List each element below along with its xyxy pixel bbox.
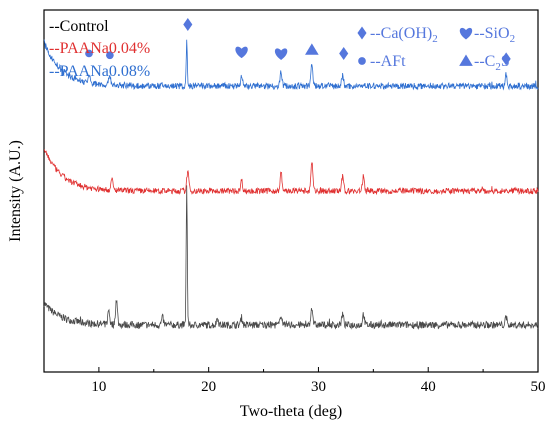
peak-marker-diamond-6	[339, 46, 349, 60]
legend-entry-paana004: --PAANa0.04%	[49, 40, 150, 57]
series-line-1	[44, 149, 539, 196]
phase-legend-label-0: --Ca(OH)2	[370, 25, 438, 45]
x-tick-label-40: 40	[421, 379, 436, 395]
phase-legend-label-3: --C2S	[474, 53, 510, 73]
peak-marker-heart-3	[235, 46, 248, 59]
peak-marker-heart-4	[274, 48, 288, 60]
x-tick-label-30: 30	[311, 379, 326, 395]
x-axis-title: Two-theta (deg)	[240, 403, 342, 420]
phase-legend-circle-icon	[358, 57, 366, 65]
phase-legend-label-1: --SiO2	[474, 25, 515, 45]
y-axis-title: Intensity (A.U.)	[7, 140, 24, 242]
x-tick-label-20: 20	[201, 379, 216, 395]
peak-marker-triangle-5	[305, 43, 319, 55]
phase-legend-heart-icon	[459, 27, 473, 40]
series-line-2	[43, 39, 539, 91]
x-tick-label-50: 50	[531, 379, 546, 395]
legend-entry-paana008: --PAANa0.08%	[49, 63, 150, 80]
phase-legend: --Ca(OH)2 --SiO2 --AFt --C2S	[357, 25, 515, 73]
peak-marker-circle-0	[85, 49, 93, 58]
phase-legend-triangle-icon	[459, 54, 473, 66]
x-tick-label-10: 10	[91, 379, 106, 395]
phase-legend-diamond-icon	[357, 26, 367, 40]
phase-legend-label-2: --AFt	[370, 53, 406, 70]
legend-entry-control: --Control	[49, 18, 109, 35]
peak-marker-diamond-2	[183, 17, 193, 31]
series-layer	[43, 39, 539, 330]
x-axis-ticks: 10 20 30 40 50	[43, 367, 546, 395]
peak-markers	[85, 17, 511, 66]
series-legend: --Control --PAANa0.04% --PAANa0.08%	[49, 18, 150, 80]
series-line-0	[43, 185, 539, 330]
peak-marker-diamond-7	[501, 52, 511, 66]
peak-marker-circle-1	[106, 51, 114, 60]
